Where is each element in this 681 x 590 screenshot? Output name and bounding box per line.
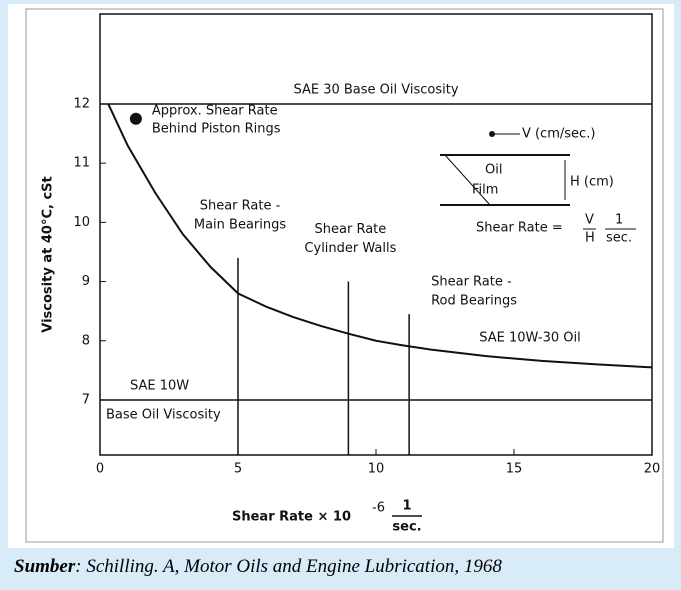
- inset-label: sec.: [606, 231, 632, 246]
- y-axis-label: Viscosity at 40°C, cSt: [41, 176, 56, 332]
- chart: V (cm/sec.) Oil Film H (cm) Shear Rate =…: [8, 4, 674, 548]
- series-label: SAE 10W-30 Oil: [479, 331, 580, 346]
- inset-label: Shear Rate =: [476, 221, 563, 236]
- y-tick-label: 8: [82, 333, 90, 348]
- inset-label: Oil: [485, 163, 502, 178]
- inset-label: V (cm/sec.): [522, 127, 595, 142]
- inset-arrow-head: [489, 131, 495, 137]
- y-tick-label: 12: [73, 96, 90, 111]
- x-axis-fraction: 1: [402, 499, 411, 514]
- reference-label: SAE 30 Base Oil Viscosity: [293, 82, 458, 97]
- inset-diagram: V (cm/sec.) Oil Film H (cm) Shear Rate =…: [440, 127, 636, 246]
- x-tick-label: 15: [506, 462, 523, 477]
- x-axis-fraction: sec.: [392, 520, 421, 535]
- shear-rate-label: Shear Rate -: [431, 275, 512, 290]
- y-tick-label: 7: [82, 392, 90, 407]
- shear-rate-label: Rod Bearings: [431, 294, 517, 309]
- y-tick-label: 9: [82, 274, 90, 289]
- reference-label: SAE 10W: [130, 378, 189, 393]
- y-tick-label: 10: [73, 215, 90, 230]
- marker-label: Behind Piston Rings: [152, 121, 281, 136]
- figure-background: [8, 4, 674, 548]
- x-axis-label: Shear Rate × 10: [232, 510, 351, 525]
- x-tick-label: 10: [368, 462, 385, 477]
- x-tick-label: 20: [644, 462, 661, 477]
- shear-rate-label: Cylinder Walls: [304, 241, 396, 256]
- x-tick-label: 0: [96, 462, 104, 477]
- shear-rate-label: Main Bearings: [194, 217, 286, 232]
- reference-label: Base Oil Viscosity: [106, 407, 221, 422]
- inset-label: H: [585, 231, 595, 246]
- shear-rate-label: Shear Rate -: [200, 198, 281, 213]
- inset-profile: [444, 154, 491, 206]
- y-tick-label: 11: [73, 156, 90, 171]
- inset-label: H (cm): [570, 175, 614, 190]
- caption: Sumber: Schilling. A, Motor Oils and Eng…: [14, 556, 502, 578]
- marker-label: Approx. Shear Rate: [152, 103, 278, 118]
- data-line: [107, 103, 653, 369]
- x-tick-label: 5: [234, 462, 242, 477]
- marker: [129, 112, 142, 125]
- inset-label: V: [585, 213, 594, 228]
- shear-rate-label: Shear Rate: [315, 222, 387, 237]
- caption-source: Sumber: [14, 556, 76, 577]
- inset-label: Film: [472, 183, 498, 198]
- x-axis-exponent: -6: [372, 501, 385, 516]
- caption-text: : Schilling. A, Motor Oils and Engine Lu…: [75, 556, 502, 577]
- figure-border: [25, 8, 664, 543]
- inset-label: 1: [615, 213, 623, 228]
